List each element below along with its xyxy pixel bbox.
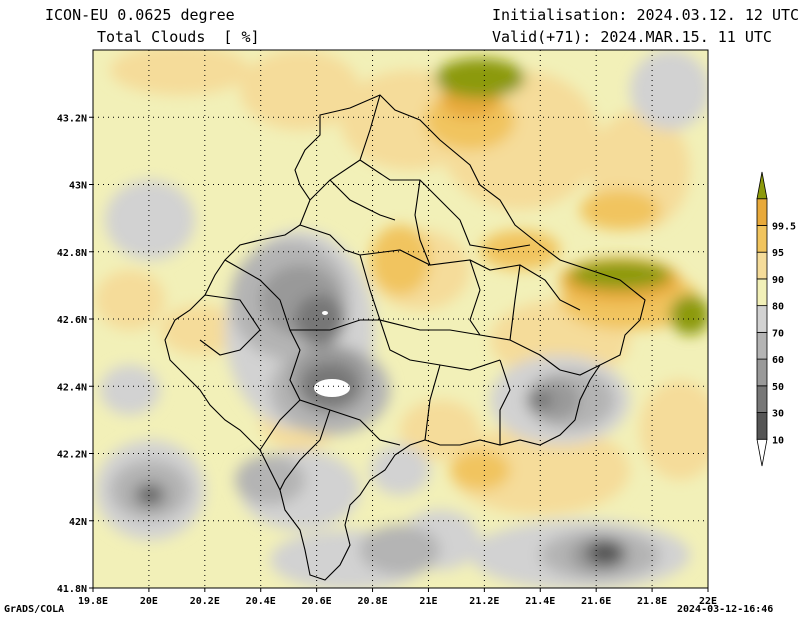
colorbar-swatch <box>756 278 768 307</box>
lat-tick-label: 42.6N <box>57 315 87 326</box>
lat-tick-label: 41.8N <box>57 584 87 595</box>
credit-label: GrADS/COLA <box>4 604 65 615</box>
lon-tick-label: 21.6E <box>581 596 611 607</box>
colorbar-swatch <box>756 358 768 387</box>
colorbar-label: 90 <box>772 275 784 286</box>
lon-tick-label: 20.8E <box>357 596 387 607</box>
colorbar: 10 30 50 60 70 80 90 95 99.5 <box>756 171 796 467</box>
colorbar-lower-tip <box>756 438 768 467</box>
lon-tick-label: 20.2E <box>190 596 220 607</box>
lon-tick-label: 20.6E <box>302 596 332 607</box>
model-title: ICON-EU 0.0625 degree <box>45 6 235 24</box>
lat-tick-label: 42.4N <box>57 382 87 393</box>
lon-tick-label: 19.8E <box>78 596 108 607</box>
colorbar-label: 30 <box>772 409 784 420</box>
colorbar-swatch <box>756 305 768 333</box>
longitude-axis: 19.8E 20E 20.2E 20.4E 20.6E 20.8E 21E 21.2E 21.4… <box>78 588 717 607</box>
colorbar-swatch <box>756 412 768 440</box>
cloud-field <box>93 50 708 588</box>
colorbar-swatch <box>756 385 768 413</box>
initialisation-time: Initialisation: 2024.03.12. 12 UTC <box>492 6 800 24</box>
lat-tick-label: 42N <box>69 517 87 528</box>
colorbar-swatch <box>756 251 768 280</box>
field-title: Total Clouds [ %] <box>97 28 260 46</box>
valid-time: Valid(+71): 2024.MAR.15. 11 UTC <box>492 28 772 46</box>
colorbar-label: 50 <box>772 382 784 393</box>
colorbar-swatch <box>756 331 768 360</box>
colorbar-label: 95 <box>772 248 784 259</box>
lat-tick-label: 43.2N <box>57 113 87 124</box>
colorbar-swatch <box>756 225 768 253</box>
latitude-axis: 41.8N 42N 42.2N 42.4N 42.6N 42.8N 43N 43.2N <box>57 113 93 595</box>
plot-timestamp: 2024-03-12-16:46 <box>677 604 774 615</box>
colorbar-label: 99.5 <box>772 221 796 232</box>
colorbar-swatch <box>756 198 768 226</box>
colorbar-label: 80 <box>772 302 784 313</box>
lat-tick-label: 43N <box>69 181 87 192</box>
lon-tick-label: 21.8E <box>637 596 667 607</box>
lon-tick-label: 20.4E <box>246 596 276 607</box>
colorbar-label: 70 <box>772 328 784 339</box>
lat-tick-label: 42.2N <box>57 450 87 461</box>
lon-tick-label: 21.2E <box>469 596 499 607</box>
lon-tick-label: 22E <box>699 596 717 607</box>
lat-tick-label: 42.8N <box>57 248 87 259</box>
lon-tick-label: 20E <box>140 596 158 607</box>
lon-tick-label: 21E <box>419 596 437 607</box>
admin-boundaries <box>164 94 646 581</box>
colorbar-label: 60 <box>772 355 784 366</box>
colorbar-upper-tip <box>756 171 768 200</box>
lon-tick-label: 21.4E <box>525 596 555 607</box>
colorbar-label: 10 <box>772 435 784 446</box>
